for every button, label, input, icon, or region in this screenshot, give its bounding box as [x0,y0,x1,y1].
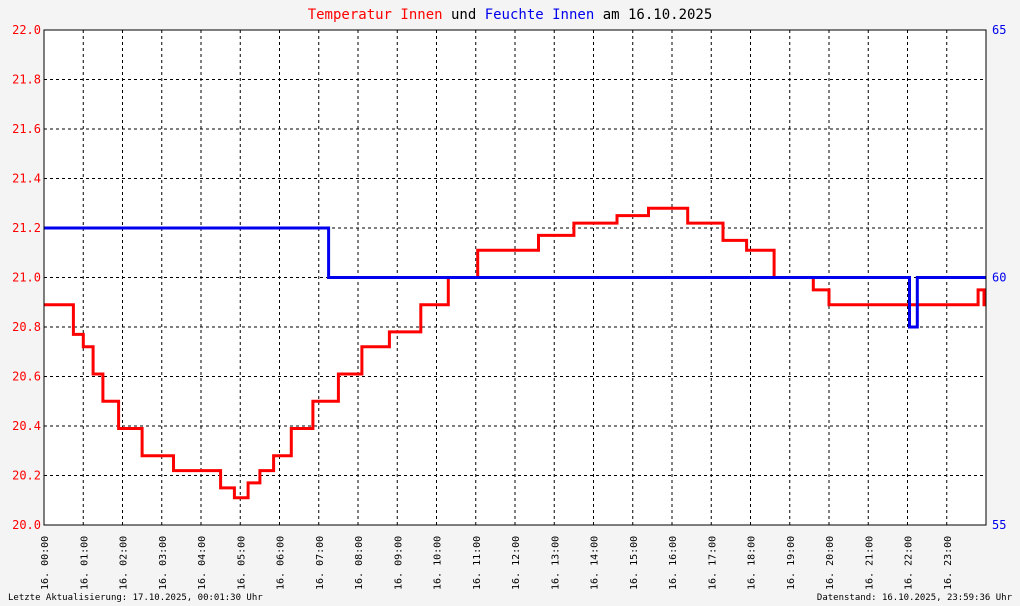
chart-title: Temperatur Innen und Feuchte Innen am 16… [308,7,713,23]
x-tick-label: 16. 12:00 [511,536,522,590]
x-tick-label: 16. 21:00 [864,536,875,590]
x-tick-label: 16. 20:00 [825,536,836,590]
y-left-tick-label: 21.0 [12,271,41,285]
title-connector: und [443,7,485,23]
x-tick-label: 16. 07:00 [315,536,326,590]
y-left-tick-label: 20.2 [12,469,41,483]
title-temperature: Temperatur Innen [308,7,443,23]
x-tick-label: 16. 15:00 [629,536,640,590]
y-right-tick-label: 55 [992,518,1006,532]
footer-last-update: Letzte Aktualisierung: 17.10.2025, 00:01… [8,593,263,603]
y-left-tick-label: 21.8 [12,73,41,87]
x-tick-label: 16. 18:00 [747,536,758,590]
title-humidity: Feuchte Innen [485,7,595,23]
x-axis-ticks: 16. 00:00 16. 01:00 16. 02:00 16. 03:00 16. … [40,536,954,590]
x-tick-label: 16. 13:00 [550,536,561,590]
title-date: am 16.10.2025 [594,7,712,23]
y-axis-left-ticks: 20.0 20.2 20.4 20.6 20.8 21.0 21.2 21.4 21.6 21.8… [12,23,41,532]
x-tick-label: 16. 08:00 [354,536,365,590]
x-tick-label: 16. 14:00 [590,536,601,590]
x-tick-label: 16. 04:00 [197,536,208,590]
series-layer [44,206,986,500]
y-left-tick-label: 21.6 [12,122,41,136]
x-tick-label: 16. 10:00 [433,536,444,590]
y-right-tick-label: 60 [992,271,1006,285]
y-left-tick-label: 21.4 [12,172,41,186]
x-tick-label: 16. 09:00 [393,536,404,590]
y-left-tick-label: 20.6 [12,370,41,384]
x-tick-label: 16. 06:00 [276,536,287,590]
series-temperature-line [44,206,986,500]
series-humidity-line [44,226,986,329]
y-left-tick-label: 20.4 [12,419,41,433]
plot-frame [43,29,987,526]
x-tick-label: 16. 17:00 [707,536,718,590]
y-left-tick-label: 21.2 [12,221,41,235]
y-axis-right-ticks: 55 60 65 [992,23,1006,532]
x-tick-label: 16. 00:00 [40,536,51,590]
x-tick-label: 16. 01:00 [79,536,90,590]
x-tick-label: 16. 11:00 [472,536,483,590]
x-tick-label: 16. 23:00 [943,536,954,590]
x-tick-label: 16. 22:00 [904,536,915,590]
x-tick-label: 16. 02:00 [119,536,130,590]
y-left-tick-label: 22.0 [12,23,41,37]
y-right-tick-label: 65 [992,23,1006,37]
x-tick-label: 16. 05:00 [236,536,247,590]
y-left-tick-label: 20.0 [12,518,41,532]
x-tick-label: 16. 19:00 [786,536,797,590]
x-tick-label: 16. 16:00 [668,536,679,590]
x-tick-label: 16. 03:00 [158,536,169,590]
y-left-tick-label: 20.8 [12,320,41,334]
footer-data-status: Datenstand: 16.10.2025, 23:59:36 Uhr [816,593,1012,603]
